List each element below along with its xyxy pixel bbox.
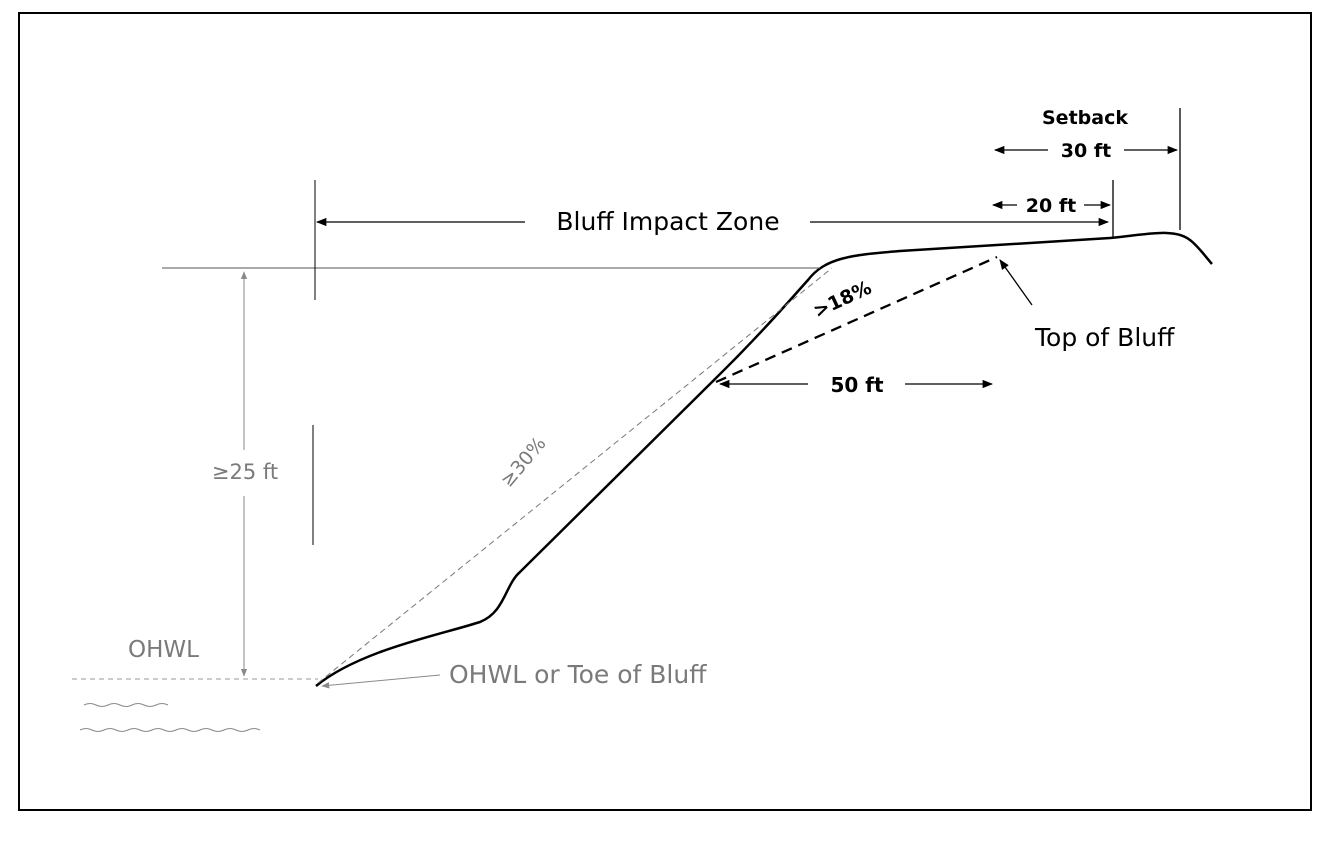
- water-wave-1: [83, 703, 169, 707]
- dist-50-label: 50 ft: [830, 373, 883, 397]
- setback-title: Setback: [1042, 107, 1128, 129]
- slope-18-line: [715, 255, 998, 384]
- water-wave-2: [79, 728, 261, 732]
- setback-30-label: 30 ft: [1061, 140, 1111, 162]
- diagram-frame: [18, 12, 1312, 811]
- top-of-bluff-label: Top of Bluff: [1034, 323, 1175, 352]
- ohwl-label: OHWL: [128, 637, 199, 663]
- bluff-profile: [315, 231, 1213, 687]
- toe-of-bluff-arrow: [321, 674, 441, 689]
- slope-30-line: [317, 267, 833, 684]
- height-25-label: ≥25 ft: [212, 460, 278, 484]
- bluff-impact-zone-label: Bluff Impact Zone: [556, 207, 779, 236]
- setback-20-label: 20 ft: [1026, 195, 1076, 217]
- slope-30-label: ≥30%: [496, 433, 550, 492]
- top-of-bluff-arrow: [999, 259, 1033, 306]
- toe-of-bluff-label: OHWL or Toe of Bluff: [449, 660, 707, 689]
